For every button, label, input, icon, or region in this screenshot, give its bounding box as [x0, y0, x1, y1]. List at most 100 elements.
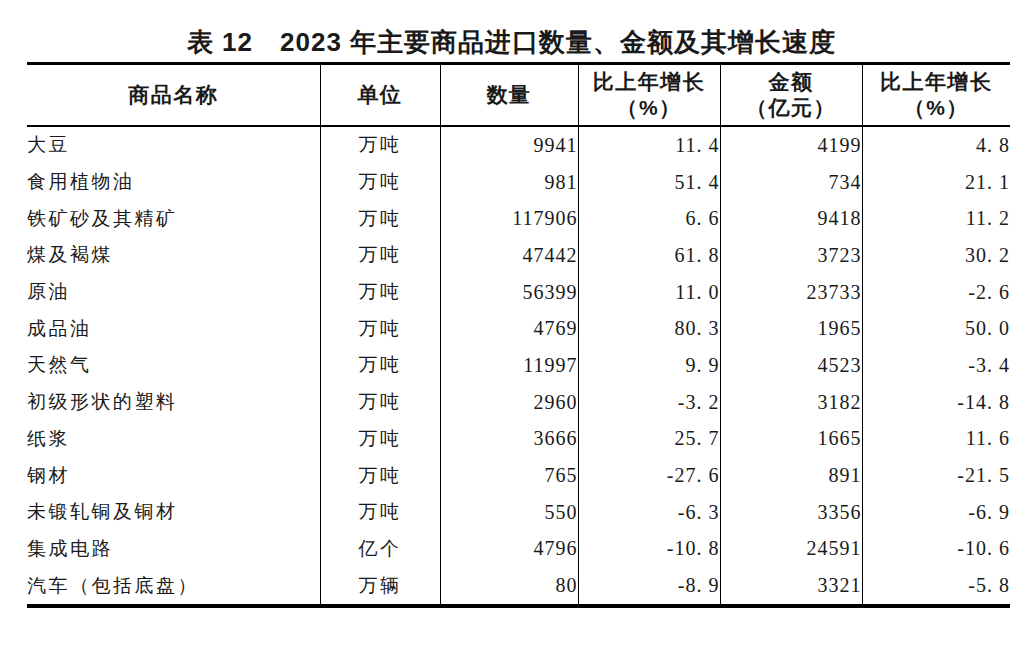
- cell-value: 891: [720, 457, 862, 494]
- cell-value-growth: 4. 8: [862, 126, 1010, 164]
- table-row: 铁矿砂及其精矿 万吨 117906 6. 6 9418 11. 2: [27, 200, 1010, 237]
- table-title: 表 12 2023 年主要商品进口数量、金额及其增长速度: [0, 0, 1023, 59]
- table-row: 煤及褐煤 万吨 47442 61. 8 3723 30. 2: [27, 237, 1010, 274]
- cell-unit: 万吨: [320, 347, 440, 384]
- cell-value-growth: -10. 6: [862, 531, 1010, 568]
- cell-quantity: 56399: [440, 274, 578, 311]
- cell-quantity-growth: 80. 3: [578, 310, 720, 347]
- cell-value: 3723: [720, 237, 862, 274]
- cell-quantity: 4796: [440, 531, 578, 568]
- header-commodity-name: 商品名称: [27, 64, 320, 127]
- cell-unit: 万吨: [320, 310, 440, 347]
- table-row: 食用植物油 万吨 981 51. 4 734 21. 1: [27, 164, 1010, 201]
- cell-quantity: 117906: [440, 200, 578, 237]
- table-body: 大豆 万吨 9941 11. 4 4199 4. 8 食用植物油 万吨 981 …: [27, 126, 1010, 606]
- cell-value: 4523: [720, 347, 862, 384]
- cell-value: 3356: [720, 494, 862, 531]
- cell-value-growth: 11. 2: [862, 200, 1010, 237]
- cell-quantity-growth: -27. 6: [578, 457, 720, 494]
- cell-unit: 万辆: [320, 567, 440, 606]
- header-label-line1: 比上年增长: [863, 69, 1011, 95]
- cell-unit: 万吨: [320, 237, 440, 274]
- cell-unit: 万吨: [320, 126, 440, 164]
- cell-commodity-name: 钢材: [27, 457, 320, 494]
- cell-value: 23733: [720, 274, 862, 311]
- table-row: 成品油 万吨 4769 80. 3 1965 50. 0: [27, 310, 1010, 347]
- cell-unit: 万吨: [320, 200, 440, 237]
- table-row: 初级形状的塑料 万吨 2960 -3. 2 3182 -14. 8: [27, 384, 1010, 421]
- cell-quantity-growth: -8. 9: [578, 567, 720, 606]
- import-commodities-table: 商品名称 单位 数量 比上年增长 （%） 金额 （亿元） 比上年增长: [27, 62, 1010, 608]
- cell-unit: 亿个: [320, 531, 440, 568]
- cell-commodity-name: 初级形状的塑料: [27, 384, 320, 421]
- cell-commodity-name: 成品油: [27, 310, 320, 347]
- cell-commodity-name: 煤及褐煤: [27, 237, 320, 274]
- cell-commodity-name: 食用植物油: [27, 164, 320, 201]
- cell-commodity-name: 铁矿砂及其精矿: [27, 200, 320, 237]
- cell-quantity-growth: -6. 3: [578, 494, 720, 531]
- cell-commodity-name: 汽车（包括底盘）: [27, 567, 320, 606]
- header-label-line1: 金额: [721, 69, 862, 95]
- cell-quantity-growth: 11. 4: [578, 126, 720, 164]
- table-row: 钢材 万吨 765 -27. 6 891 -21. 5: [27, 457, 1010, 494]
- header-label-line2: （%）: [863, 95, 1011, 121]
- cell-quantity: 11997: [440, 347, 578, 384]
- cell-quantity: 9941: [440, 126, 578, 164]
- header-value-growth: 比上年增长 （%）: [862, 64, 1010, 127]
- table-row: 原油 万吨 56399 11. 0 23733 -2. 6: [27, 274, 1010, 311]
- cell-quantity-growth: -3. 2: [578, 384, 720, 421]
- cell-unit: 万吨: [320, 384, 440, 421]
- table-row: 大豆 万吨 9941 11. 4 4199 4. 8: [27, 126, 1010, 164]
- table-header-row: 商品名称 单位 数量 比上年增长 （%） 金额 （亿元） 比上年增长: [27, 64, 1010, 127]
- cell-value: 24591: [720, 531, 862, 568]
- header-label: 商品名称: [27, 82, 320, 108]
- cell-quantity: 765: [440, 457, 578, 494]
- header-label-line1: 比上年增长: [579, 69, 720, 95]
- cell-value: 9418: [720, 200, 862, 237]
- cell-value: 734: [720, 164, 862, 201]
- table-row: 汽车（包括底盘） 万辆 80 -8. 9 3321 -5. 8: [27, 567, 1010, 606]
- document-page: 表 12 2023 年主要商品进口数量、金额及其增长速度 商品名称 单位 数量: [0, 0, 1023, 653]
- cell-value-growth: 30. 2: [862, 237, 1010, 274]
- header-value: 金额 （亿元）: [720, 64, 862, 127]
- cell-value-growth: -14. 8: [862, 384, 1010, 421]
- cell-commodity-name: 原油: [27, 274, 320, 311]
- table-row: 集成电路 亿个 4796 -10. 8 24591 -10. 6: [27, 531, 1010, 568]
- cell-quantity-growth: 51. 4: [578, 164, 720, 201]
- cell-quantity-growth: 11. 0: [578, 274, 720, 311]
- header-label-line2: （亿元）: [721, 95, 862, 121]
- cell-unit: 万吨: [320, 421, 440, 458]
- cell-value-growth: 21. 1: [862, 164, 1010, 201]
- cell-value: 1965: [720, 310, 862, 347]
- cell-quantity: 2960: [440, 384, 578, 421]
- table-header: 商品名称 单位 数量 比上年增长 （%） 金额 （亿元） 比上年增长: [27, 64, 1010, 127]
- cell-value-growth: -21. 5: [862, 457, 1010, 494]
- table-row: 未锻轧铜及铜材 万吨 550 -6. 3 3356 -6. 9: [27, 494, 1010, 531]
- cell-unit: 万吨: [320, 494, 440, 531]
- cell-value-growth: 50. 0: [862, 310, 1010, 347]
- table-row: 天然气 万吨 11997 9. 9 4523 -3. 4: [27, 347, 1010, 384]
- cell-quantity: 47442: [440, 237, 578, 274]
- cell-value-growth: 11. 6: [862, 421, 1010, 458]
- cell-value-growth: -5. 8: [862, 567, 1010, 606]
- header-quantity: 数量: [440, 64, 578, 127]
- cell-commodity-name: 未锻轧铜及铜材: [27, 494, 320, 531]
- cell-quantity: 3666: [440, 421, 578, 458]
- cell-commodity-name: 纸浆: [27, 421, 320, 458]
- header-label: 单位: [321, 82, 440, 108]
- cell-commodity-name: 天然气: [27, 347, 320, 384]
- cell-quantity: 550: [440, 494, 578, 531]
- header-quantity-growth: 比上年增长 （%）: [578, 64, 720, 127]
- header-unit: 单位: [320, 64, 440, 127]
- cell-quantity: 4769: [440, 310, 578, 347]
- cell-unit: 万吨: [320, 457, 440, 494]
- table-row: 纸浆 万吨 3666 25. 7 1665 11. 6: [27, 421, 1010, 458]
- cell-quantity: 981: [440, 164, 578, 201]
- cell-quantity: 80: [440, 567, 578, 606]
- cell-quantity-growth: 25. 7: [578, 421, 720, 458]
- cell-value: 3321: [720, 567, 862, 606]
- cell-commodity-name: 大豆: [27, 126, 320, 164]
- cell-quantity-growth: 9. 9: [578, 347, 720, 384]
- header-label-line2: （%）: [579, 95, 720, 121]
- cell-value-growth: -3. 4: [862, 347, 1010, 384]
